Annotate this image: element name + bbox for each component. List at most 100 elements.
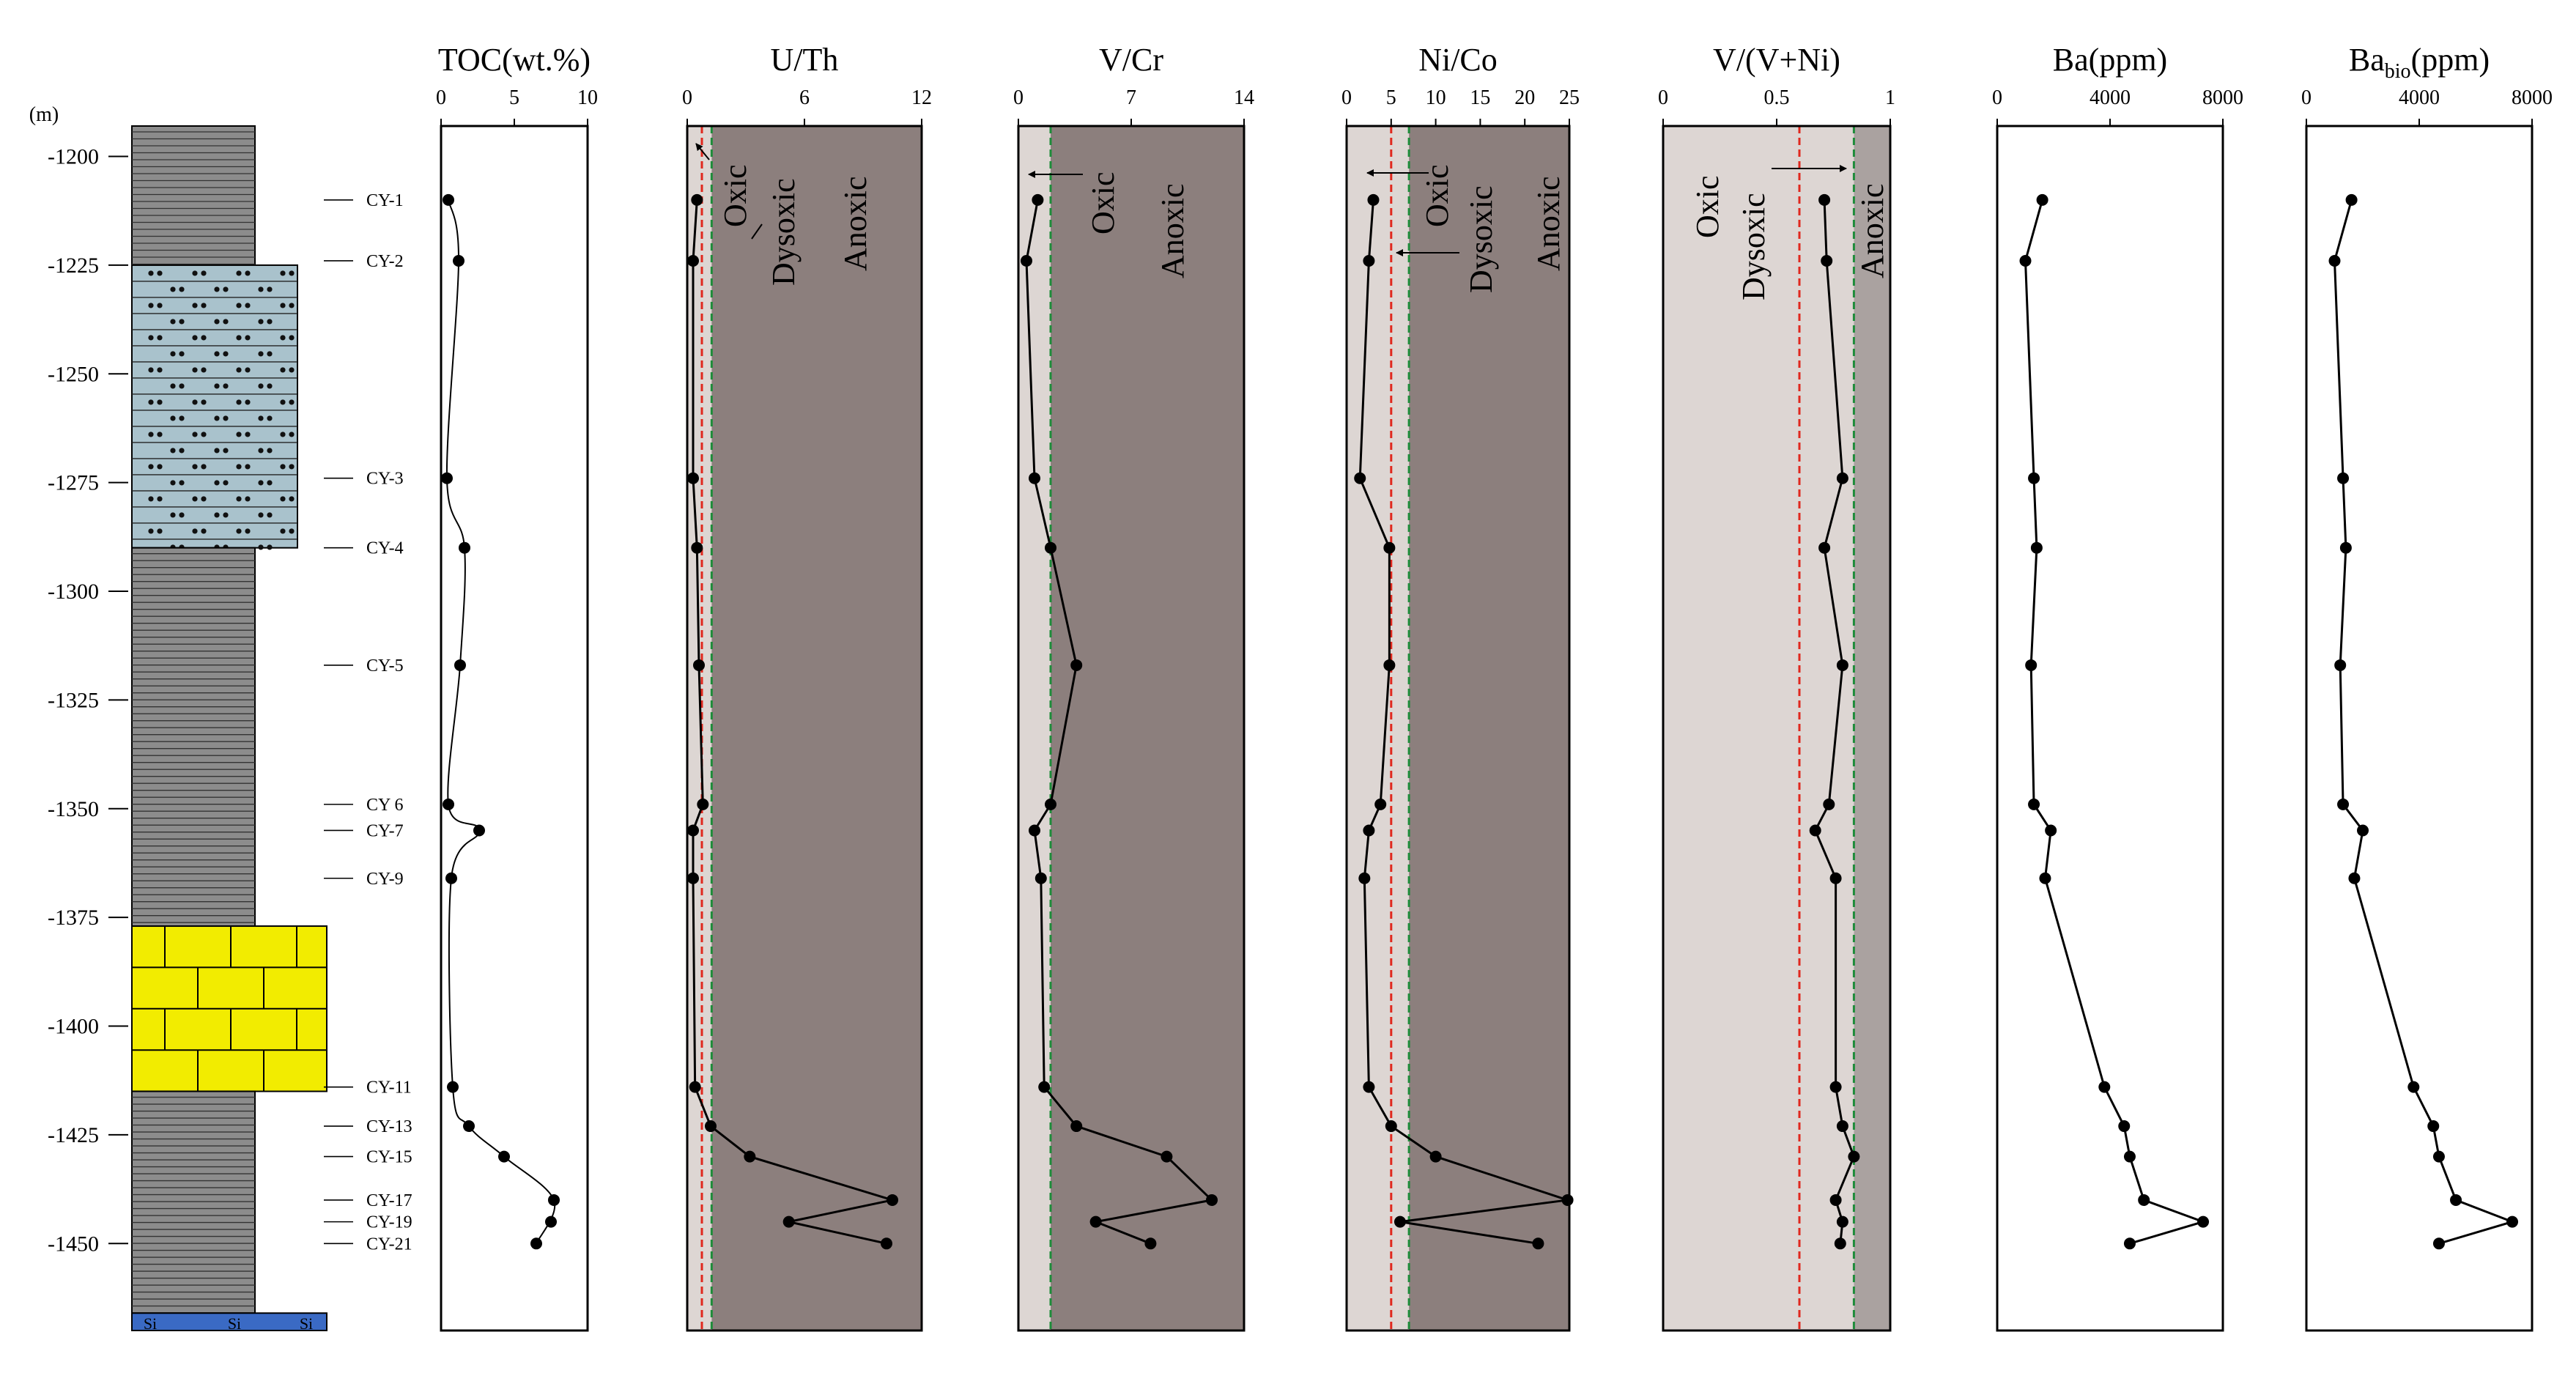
- panel-1: U/Th 0 6 12: [682, 42, 932, 1332]
- panel-title: Ba(ppm): [2053, 42, 2167, 78]
- x-tick-label: 8000: [2512, 86, 2553, 109]
- data-point: [2039, 872, 2051, 884]
- panel-3: Ni/Co 0 5 10 15 20 25: [1341, 42, 1580, 1332]
- data-point: [545, 1215, 557, 1228]
- data-point: [687, 872, 699, 884]
- data-point: [1829, 872, 1842, 884]
- sample-label: CY-7: [366, 821, 404, 840]
- data-point: [2506, 1215, 2519, 1228]
- data-point: [1354, 472, 1366, 484]
- data-point: [2028, 472, 2040, 484]
- data-point: [548, 1193, 560, 1206]
- panel-title-main: V/Cr: [1099, 42, 1163, 78]
- panel-title-main: V/(V+Ni): [1713, 42, 1840, 78]
- data-point: [2019, 254, 2032, 267]
- depth-ticks: -1200 -1225 -1250 -1275 -1300 -1325 -1350 -1375…: [48, 145, 128, 1256]
- data-point: [445, 872, 457, 884]
- sample-label: CY-4: [366, 539, 404, 558]
- series-line: [2333, 199, 2516, 1245]
- data-point: [1038, 1081, 1051, 1093]
- data-point: [1429, 1150, 1442, 1163]
- panel-5: Ba(ppm) 0 4000 8000: [1992, 42, 2243, 1332]
- data-point: [1836, 1215, 1848, 1228]
- sample-label: CY-19: [366, 1213, 412, 1232]
- nico-oxic-label: Oxic: [1419, 164, 1455, 227]
- lithology-silicalite: [131, 1312, 327, 1331]
- panel-4: V/(V+Ni) 0 0.5 1: [1658, 42, 1895, 1332]
- data-point: [687, 472, 699, 484]
- depth-tick-label: -1325: [48, 688, 99, 712]
- data-point: [2337, 472, 2350, 484]
- data-point: [2427, 1120, 2440, 1133]
- x-tick-label: 0: [1658, 86, 1668, 109]
- data-point: [1834, 1237, 1846, 1250]
- uth-oxic-arrow: [695, 143, 710, 160]
- panel-title-main: TOC(wt.%): [438, 42, 591, 78]
- data-point: [1070, 1120, 1083, 1133]
- x-tick-label: 0.5: [1764, 86, 1790, 109]
- depth-tick-label: -1300: [48, 580, 99, 604]
- panel-title-main: Ba: [2349, 42, 2385, 78]
- data-point: [2036, 193, 2048, 206]
- sample-label: CY-5: [366, 656, 404, 676]
- data-point: [2337, 798, 2350, 810]
- data-point: [463, 1120, 475, 1133]
- data-point: [453, 254, 465, 267]
- data-point: [697, 798, 709, 810]
- depth-tick-label: -1350: [48, 797, 99, 821]
- data-point: [2138, 1193, 2150, 1206]
- data-point: [1206, 1193, 1218, 1206]
- data-point: [1021, 254, 1032, 267]
- data-point: [1045, 541, 1056, 554]
- depth-tick-label: -1250: [48, 362, 99, 386]
- x-tick-label: 5: [509, 86, 519, 109]
- sample-label: CY-2: [366, 252, 404, 271]
- sample-label: CY-11: [366, 1078, 412, 1098]
- data-point: [782, 1215, 795, 1228]
- panel-title: V/(V+Ni): [1713, 42, 1840, 78]
- depth-unit-label: (m): [29, 103, 59, 126]
- panel-title-main: U/Th: [771, 42, 839, 78]
- depth-tick-label: -1450: [48, 1232, 99, 1256]
- x-tick-label: 10: [1426, 86, 1446, 109]
- data-point: [459, 541, 470, 554]
- data-point: [2197, 1215, 2210, 1228]
- anoxic-zone: [1051, 126, 1244, 1331]
- uth-anoxic-label: Anoxic: [837, 176, 873, 271]
- data-point: [1383, 541, 1396, 554]
- data-point: [2339, 541, 2352, 554]
- data-point: [1383, 659, 1396, 671]
- depth-axis: (m) -1200-1225-1250-1275-1300-1325-1350-…: [29, 103, 128, 1256]
- x-tick-label: 0: [1341, 86, 1352, 109]
- x-tick-label: 5: [1386, 86, 1396, 109]
- data-point: [473, 824, 485, 837]
- series-line: [1025, 199, 1215, 1245]
- data-point: [1829, 1081, 1842, 1093]
- data-point: [744, 1150, 756, 1163]
- lithology-column: Si Si Si: [131, 125, 327, 1333]
- data-point: [2450, 1193, 2462, 1206]
- panel-frame: [1996, 125, 2224, 1332]
- data-point: [2357, 824, 2369, 837]
- silicalite-label-3: Si: [300, 1314, 313, 1333]
- data-point: [1363, 254, 1375, 267]
- silicalite-label-1: Si: [144, 1314, 157, 1333]
- data-point: [1823, 798, 1835, 810]
- x-tick-label: 10: [577, 86, 598, 109]
- vvni-oxic-label: Oxic: [1689, 175, 1725, 238]
- panel-frame: [2305, 125, 2534, 1332]
- data-point: [2025, 659, 2038, 671]
- data-point: [1818, 193, 1831, 206]
- panel-frame: [1345, 125, 1571, 1332]
- data-point: [447, 1081, 459, 1093]
- panel-title: Ni/Co: [1418, 42, 1498, 78]
- lithology-mudstone: [131, 1090, 256, 1314]
- data-point: [2348, 872, 2361, 884]
- x-tick-label: 14: [1234, 86, 1254, 109]
- uth-dysoxic-pointer: [751, 223, 763, 240]
- data-point: [1032, 193, 1044, 206]
- oxic-dysoxic-zone: [687, 126, 712, 1331]
- vvni-anoxic-label: Anoxic: [1854, 183, 1890, 278]
